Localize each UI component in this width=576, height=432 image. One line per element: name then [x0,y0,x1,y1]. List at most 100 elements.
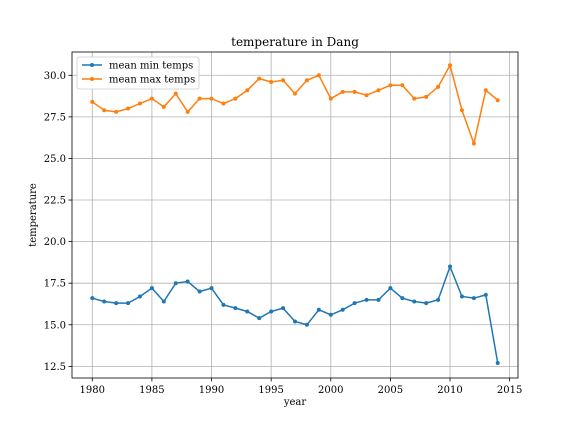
data-point [328,312,333,317]
y-tick-label: 30.0 [44,71,66,82]
data-point [281,78,286,83]
data-point [304,78,309,83]
data-point [137,294,142,299]
data-point [471,141,476,146]
data-point [185,109,190,114]
data-point [221,302,226,307]
data-point [448,264,453,269]
data-point [340,307,345,312]
data-point [448,63,453,68]
plot-frame [71,51,519,379]
data-point [269,79,274,84]
data-point [245,309,250,314]
data-point [149,96,154,101]
data-point [328,96,333,101]
x-tick-label: 1985 [139,385,164,396]
legend-label: mean min temps [109,61,193,72]
data-point [388,83,393,88]
data-point [281,306,286,311]
data-point [137,101,142,106]
data-point [185,279,190,284]
data-point [209,96,214,101]
legend-label: mean max temps [109,75,195,86]
data-point [102,108,107,113]
data-point [352,301,357,306]
x-tick-label: 1980 [80,385,105,396]
data-point [114,301,119,306]
data-point [233,96,238,101]
data-point [459,294,464,299]
data-point [161,299,166,304]
x-tick-label: 2010 [437,385,462,396]
data-point [257,316,262,321]
chart-title: temperature in Dang [231,35,359,49]
data-point [304,322,309,327]
data-point [316,307,321,312]
data-point [114,109,119,114]
grid-lines [72,52,518,378]
data-point [436,297,441,302]
data-point [233,306,238,311]
x-tick-label: 1990 [199,385,224,396]
data-point [388,286,393,291]
data-point [245,88,250,93]
y-tick-label: 25.0 [44,154,66,165]
y-tick-label: 12.5 [44,362,66,373]
data-point [173,281,178,286]
data-point [400,296,405,301]
y-tick-label: 22.5 [44,196,66,207]
y-tick-label: 17.5 [44,279,66,290]
data-point [424,301,429,306]
data-point [424,94,429,99]
data-point [376,88,381,93]
data-point [400,83,405,88]
data-point [197,96,202,101]
x-axis: 1980 1985 1990 1995 2000 2005 2010 2015 [80,378,522,396]
data-point [161,104,166,109]
data-point [149,286,154,291]
y-axis-label: temperature [28,183,39,247]
data-point [364,297,369,302]
series-group [90,63,500,366]
data-point [483,88,488,93]
data-point [495,361,500,366]
data-point [293,319,297,324]
data-point [316,73,321,78]
x-axis-label: year [283,397,307,408]
data-point [90,296,95,301]
data-point [340,89,345,94]
data-point [293,91,297,96]
y-tick-label: 27.5 [44,112,66,123]
data-point [126,106,131,111]
data-point [412,96,417,101]
data-point [412,299,417,304]
data-point [459,108,464,113]
data-point [483,292,488,297]
data-point [364,93,369,98]
legend-swatch-marker [90,77,94,81]
data-point [221,101,226,106]
legend: mean min temps mean max temps [76,56,200,90]
data-point [436,84,441,89]
x-tick-label: 1995 [258,385,283,396]
x-tick-label: 2015 [497,385,522,396]
y-tick-label: 20.0 [44,237,66,248]
x-tick-label: 2000 [318,385,343,396]
data-point [173,91,178,96]
y-axis: 12.5 15.0 17.5 20.0 22.5 25.0 27.5 30.0 [44,71,72,373]
data-point [257,76,262,81]
series-line-0 [92,264,499,364]
data-point [197,289,202,294]
x-tick-label: 2005 [378,385,403,396]
y-tick-label: 15.0 [44,320,66,331]
legend-box [76,56,200,90]
legend-swatch-marker [90,63,94,67]
data-point [352,89,357,94]
data-point [269,309,274,314]
data-point [495,98,500,103]
data-point [209,286,214,291]
data-point [376,297,381,302]
data-point [471,296,476,301]
data-point [102,299,107,304]
